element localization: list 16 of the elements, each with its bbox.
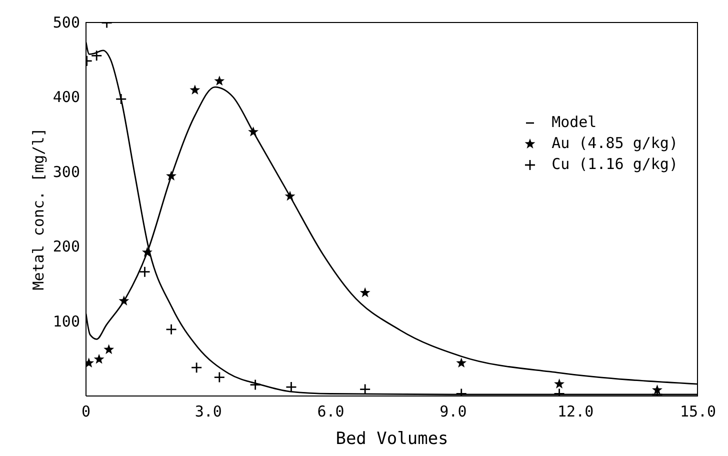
x-tick-label: 12.0: [558, 402, 594, 421]
y-tick-label: 200: [52, 238, 80, 256]
x-tick-label: 3.0: [194, 402, 222, 421]
y-tick-label: 400: [52, 88, 80, 106]
legend-label: Cu (1.16 g/kg): [552, 154, 678, 175]
x-axis-title: Bed Volumes: [336, 429, 448, 449]
y-tick-label: 100: [52, 312, 80, 331]
y-tick-label: 300: [52, 162, 80, 181]
x-tick-label: 0: [81, 402, 91, 421]
y-axis-title: Metal conc. [mg/l]: [29, 128, 48, 290]
x-tick-label: 6.0: [317, 402, 344, 421]
legend-label: Model: [552, 112, 597, 133]
y-tick-label: 500: [52, 13, 80, 32]
x-tick-label: 15.0: [680, 402, 716, 421]
x-tick-label: 9.0: [440, 402, 467, 421]
legend-label: Au (4.85 g/kg): [552, 133, 678, 154]
